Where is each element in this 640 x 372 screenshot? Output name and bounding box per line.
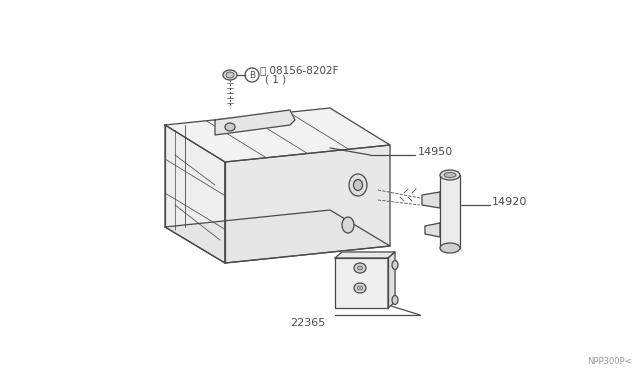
Ellipse shape (392, 260, 398, 269)
Text: 22365: 22365 (290, 318, 325, 328)
Text: B: B (249, 71, 255, 80)
Text: 14950: 14950 (418, 147, 453, 157)
Ellipse shape (225, 123, 235, 131)
Ellipse shape (223, 70, 237, 80)
Ellipse shape (353, 180, 362, 190)
Polygon shape (440, 175, 460, 248)
Text: ( 1 ): ( 1 ) (265, 75, 286, 85)
Ellipse shape (349, 174, 367, 196)
Polygon shape (335, 252, 395, 258)
Text: Ⓑ 08156-8202F: Ⓑ 08156-8202F (260, 65, 339, 75)
Polygon shape (422, 192, 440, 208)
Ellipse shape (358, 286, 362, 290)
Polygon shape (388, 252, 395, 308)
Ellipse shape (226, 72, 234, 78)
Ellipse shape (392, 295, 398, 305)
Ellipse shape (358, 266, 362, 270)
Text: 14920: 14920 (492, 197, 527, 207)
Ellipse shape (444, 173, 456, 177)
Polygon shape (425, 223, 440, 237)
Ellipse shape (342, 217, 354, 233)
Polygon shape (165, 210, 390, 263)
Polygon shape (215, 110, 295, 135)
Text: NPP300P<: NPP300P< (588, 357, 632, 366)
Ellipse shape (354, 263, 366, 273)
Polygon shape (225, 145, 390, 263)
Polygon shape (335, 258, 388, 308)
Polygon shape (165, 125, 225, 263)
Polygon shape (165, 108, 390, 162)
Ellipse shape (440, 243, 460, 253)
Ellipse shape (440, 170, 460, 180)
Ellipse shape (354, 283, 366, 293)
